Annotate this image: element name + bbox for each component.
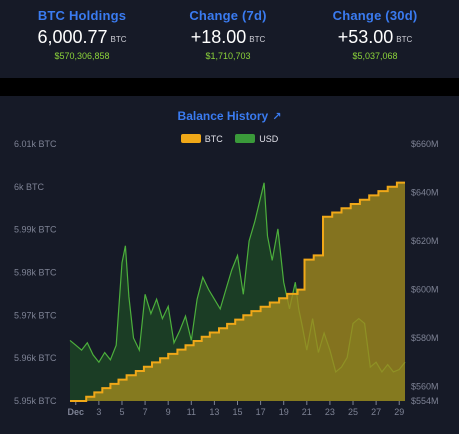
stat-usd: $570,306,858 bbox=[54, 51, 110, 61]
stat-unit: BTC bbox=[249, 35, 266, 44]
balance-history-chart[interactable]: 6.01k BTC 6k BTC 5.99k BTC 5.98k BTC 5.97k B… bbox=[0, 96, 459, 434]
x-tick-label: 17 bbox=[256, 407, 266, 417]
y-right-tick-label: $560M bbox=[411, 381, 439, 391]
y-left-tick-label: 6.01k BTC bbox=[14, 139, 57, 149]
external-link-icon[interactable]: ↗ bbox=[272, 111, 282, 123]
y-right-tick-label: $640M bbox=[411, 187, 439, 197]
y-left-tick-label: 6k BTC bbox=[14, 182, 45, 192]
legend-label: USD bbox=[259, 134, 279, 144]
x-tick-label: 3 bbox=[96, 407, 101, 417]
y-left-tick-label: 5.97k BTC bbox=[14, 310, 57, 320]
legend-label: BTC bbox=[204, 134, 223, 144]
x-tick-label: 15 bbox=[232, 407, 242, 417]
stat-unit: BTC bbox=[110, 35, 127, 44]
x-tick-label: 25 bbox=[348, 407, 358, 417]
stat-label: Change (30d) bbox=[332, 8, 418, 23]
y-left-tick-label: 5.99k BTC bbox=[14, 225, 57, 235]
y-right-tick-label: $554M bbox=[411, 396, 439, 406]
chart-title: Balance History ↗ bbox=[0, 109, 459, 123]
chart-title-text: Balance History bbox=[177, 109, 269, 123]
x-tick-label: 7 bbox=[143, 407, 148, 417]
x-tick-label: Dec bbox=[68, 407, 85, 417]
stat-change-7d: Change (7d) +18.00 BTC $1,710,703 bbox=[158, 8, 298, 61]
x-tick-label: 27 bbox=[371, 407, 381, 417]
series-area-btc bbox=[70, 182, 405, 401]
stat-btc-holdings: BTC Holdings 6,000.77 BTC $570,306,858 bbox=[12, 8, 152, 61]
y-right-tick-label: $660M bbox=[411, 139, 439, 149]
y-right-tick-label: $620M bbox=[411, 236, 439, 246]
x-tick-label: 11 bbox=[187, 407, 196, 417]
x-tick-label: 9 bbox=[166, 407, 171, 417]
legend-swatch-usd bbox=[235, 134, 256, 143]
stat-usd: $5,037,068 bbox=[352, 51, 398, 61]
x-tick-label: 29 bbox=[394, 407, 404, 417]
x-tick-label: 23 bbox=[325, 407, 335, 417]
y-left-tick-label: 5.98k BTC bbox=[14, 268, 57, 278]
legend-item-btc[interactable]: BTC bbox=[180, 134, 223, 144]
stat-value: 6,000.77 BTC bbox=[12, 27, 152, 48]
legend-swatch-btc bbox=[180, 134, 201, 143]
y-right-tick-label: $580M bbox=[411, 333, 439, 343]
stat-value-number: +53.00 bbox=[337, 27, 394, 47]
y-right-tick-label: $600M bbox=[411, 284, 439, 294]
stat-change-30d: Change (30d) +53.00 BTC $5,037,068 bbox=[305, 8, 445, 61]
x-tick-label: 21 bbox=[302, 407, 312, 417]
x-tick-label: 19 bbox=[279, 407, 289, 417]
x-tick-label: 13 bbox=[209, 407, 219, 417]
stat-label: BTC Holdings bbox=[37, 8, 127, 23]
stat-value: +18.00 BTC bbox=[158, 27, 298, 48]
stat-value-number: 6,000.77 bbox=[37, 27, 108, 47]
stat-usd: $1,710,703 bbox=[205, 51, 251, 61]
stat-value: +53.00 BTC bbox=[305, 27, 445, 48]
stat-label: Change (7d) bbox=[189, 8, 267, 23]
chart-legend: BTC USD bbox=[0, 134, 459, 144]
balance-history-panel: Balance History ↗ BTC USD 6.01k BTC 6k BTC… bbox=[0, 96, 459, 434]
stat-unit: BTC bbox=[396, 35, 413, 44]
y-left-tick-label: 5.95k BTC bbox=[14, 396, 57, 406]
stats-bar: BTC Holdings 6,000.77 BTC $570,306,858 Ch… bbox=[0, 0, 459, 78]
section-divider bbox=[0, 78, 459, 96]
stat-value-number: +18.00 bbox=[190, 27, 247, 47]
x-tick-label: 5 bbox=[119, 407, 124, 417]
y-left-tick-label: 5.96k BTC bbox=[14, 353, 57, 363]
series-line-btc[interactable] bbox=[70, 181, 405, 402]
legend-item-usd[interactable]: USD bbox=[235, 134, 278, 144]
